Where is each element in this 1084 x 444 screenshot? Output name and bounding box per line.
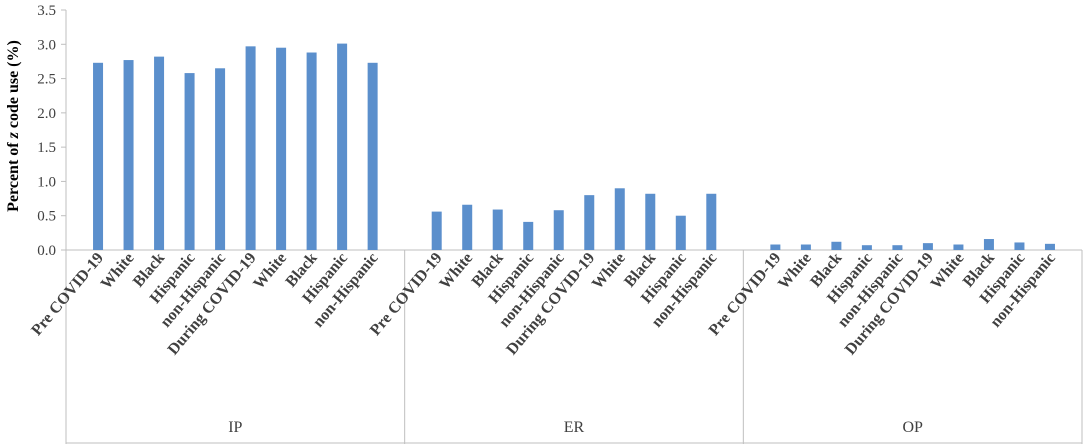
bar: [245, 46, 256, 251]
y-axis-label-z: z: [5, 131, 22, 139]
bar: [614, 188, 625, 250]
bar: [645, 193, 656, 250]
category-label: White: [436, 250, 476, 293]
y-tick-label: 1.5: [37, 140, 56, 156]
y-tick-label: 1.0: [37, 174, 56, 190]
bar: [431, 211, 442, 250]
bar: [337, 43, 348, 250]
category-labels: Pre COVID-19WhiteBlackHispanicnon-Hispan…: [28, 250, 1059, 436]
bar: [184, 73, 195, 250]
bar: [306, 52, 317, 251]
category-label: Pre COVID-19: [28, 250, 107, 339]
y-tick-label: 3.0: [37, 37, 56, 53]
group-label: OP: [902, 419, 923, 436]
bar: [154, 56, 165, 250]
category-label: White: [775, 250, 815, 293]
bar: [93, 62, 104, 250]
bar: [706, 193, 717, 250]
bar: [770, 244, 781, 250]
y-tick-label: 2.0: [37, 106, 56, 122]
y-axis-label-part: code use (%): [5, 40, 22, 132]
bar: [1014, 242, 1025, 250]
bar: [983, 239, 994, 250]
bar: [584, 195, 595, 250]
bar: [215, 68, 226, 250]
bar: [831, 241, 842, 250]
group-label: IP: [228, 419, 242, 436]
bar: [367, 62, 378, 250]
axes: 0.0 0.5 1.0 1.5 2.0 2.5 3.0 3.5: [37, 3, 1083, 444]
bar: [523, 221, 534, 250]
category-label: White: [589, 250, 629, 293]
y-tick-label: 3.5: [37, 3, 56, 19]
y-tick-label: 0.0: [37, 243, 56, 259]
bar: [276, 47, 287, 251]
bar: [492, 209, 503, 250]
bar: [1044, 243, 1055, 250]
y-tick-label: 2.5: [37, 72, 56, 88]
group-label: ER: [564, 419, 585, 436]
y-axis-label-part: Percent of: [5, 138, 22, 211]
y-tick-label: 0.5: [37, 209, 56, 225]
bar: [953, 244, 964, 250]
bar: [800, 244, 811, 250]
bar: [861, 245, 872, 250]
category-label: White: [928, 250, 968, 293]
category-label: White: [98, 250, 138, 293]
bar: [675, 215, 686, 250]
category-label: White: [250, 250, 290, 293]
y-axis-label: Percent of z code use (%): [5, 40, 22, 212]
bar: [462, 204, 473, 250]
bar: [123, 60, 134, 251]
bar: [922, 243, 933, 250]
bar: [892, 245, 903, 250]
bar: [553, 210, 564, 250]
bars: [93, 43, 1055, 251]
